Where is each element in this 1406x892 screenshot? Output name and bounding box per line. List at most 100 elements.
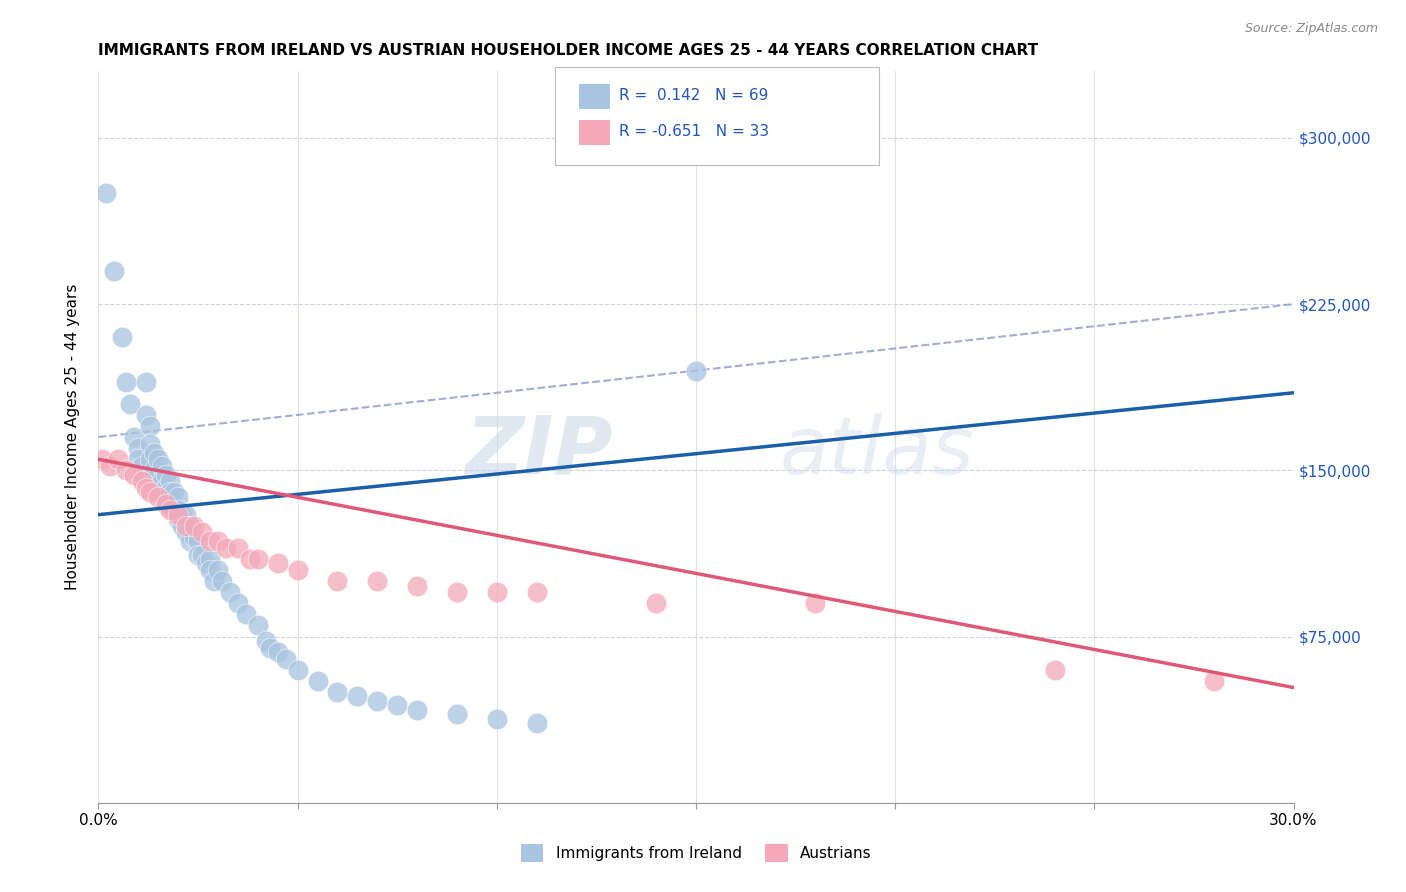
Point <box>98 458 122 473</box>
Point <box>267 557 290 571</box>
Point <box>191 525 214 540</box>
Point <box>366 574 388 589</box>
Point <box>155 492 177 507</box>
Point <box>143 463 166 477</box>
Point <box>183 518 205 533</box>
Point <box>159 497 181 511</box>
Text: R = -0.651   N = 33: R = -0.651 N = 33 <box>619 124 769 138</box>
Point <box>139 485 162 500</box>
Point <box>287 663 309 677</box>
Point <box>406 703 429 717</box>
Point <box>163 485 186 500</box>
Point <box>148 479 170 493</box>
Point <box>155 467 177 482</box>
Point <box>174 518 197 533</box>
Point <box>148 452 170 467</box>
Y-axis label: Householder Income Ages 25 - 44 years: Householder Income Ages 25 - 44 years <box>65 284 80 591</box>
Point <box>685 363 707 377</box>
Point <box>115 375 138 389</box>
Point <box>645 596 668 610</box>
Legend: Immigrants from Ireland, Austrians: Immigrants from Ireland, Austrians <box>515 838 877 868</box>
Point <box>167 490 190 504</box>
Point <box>135 375 157 389</box>
Point <box>804 596 827 610</box>
Point <box>155 481 177 495</box>
Point <box>131 475 153 489</box>
Point <box>150 475 173 489</box>
Point <box>148 490 170 504</box>
Text: R =  0.142   N = 69: R = 0.142 N = 69 <box>619 88 768 103</box>
Point <box>235 607 257 622</box>
Point <box>1202 673 1225 688</box>
Point <box>198 563 221 577</box>
Point <box>346 690 368 704</box>
Point <box>103 264 125 278</box>
Point <box>172 518 194 533</box>
Point <box>167 512 190 526</box>
Point <box>91 452 114 467</box>
Point <box>124 430 146 444</box>
Point <box>150 458 173 473</box>
Point <box>172 508 194 522</box>
Point <box>385 698 409 713</box>
Point <box>207 534 229 549</box>
Point <box>167 508 190 522</box>
Point <box>139 419 162 434</box>
Point <box>246 552 269 566</box>
Point <box>259 640 281 655</box>
Point <box>446 707 468 722</box>
Point <box>219 585 242 599</box>
Point <box>207 563 229 577</box>
Point <box>179 518 201 533</box>
Point <box>326 685 349 699</box>
Point <box>174 508 197 522</box>
Point <box>366 694 388 708</box>
Point <box>167 503 190 517</box>
Point <box>159 485 181 500</box>
Point <box>150 485 173 500</box>
Point <box>198 534 221 549</box>
Point <box>120 397 142 411</box>
Point <box>307 673 329 688</box>
Point <box>139 452 162 467</box>
Point <box>239 552 262 566</box>
Point <box>115 463 138 477</box>
Point <box>107 452 129 467</box>
Point <box>127 441 149 455</box>
Point <box>159 475 181 489</box>
Point <box>111 330 134 344</box>
Point <box>287 563 309 577</box>
Point <box>246 618 269 632</box>
Text: IMMIGRANTS FROM IRELAND VS AUSTRIAN HOUSEHOLDER INCOME AGES 25 - 44 YEARS CORREL: IMMIGRANTS FROM IRELAND VS AUSTRIAN HOUS… <box>98 43 1039 58</box>
Point <box>183 530 205 544</box>
Point <box>174 525 197 540</box>
Point <box>163 503 186 517</box>
Point <box>526 585 548 599</box>
Point <box>526 716 548 731</box>
Point <box>159 503 181 517</box>
Point <box>485 585 508 599</box>
Point <box>326 574 349 589</box>
Point <box>148 467 170 482</box>
Text: Source: ZipAtlas.com: Source: ZipAtlas.com <box>1244 22 1378 36</box>
Point <box>135 481 157 495</box>
Point <box>267 645 290 659</box>
Text: atlas: atlas <box>779 413 974 491</box>
Text: ZIP: ZIP <box>465 413 613 491</box>
Point <box>446 585 468 599</box>
Point <box>135 408 157 422</box>
Point <box>187 534 209 549</box>
Point <box>179 534 201 549</box>
Point <box>131 458 153 473</box>
Point <box>187 548 209 562</box>
Point <box>226 541 249 555</box>
Point <box>195 557 218 571</box>
Point <box>124 467 146 482</box>
Point <box>215 541 238 555</box>
Point <box>131 467 153 482</box>
Point <box>155 497 177 511</box>
Point <box>1043 663 1066 677</box>
Point <box>211 574 233 589</box>
Point <box>143 445 166 459</box>
Point <box>139 436 162 450</box>
